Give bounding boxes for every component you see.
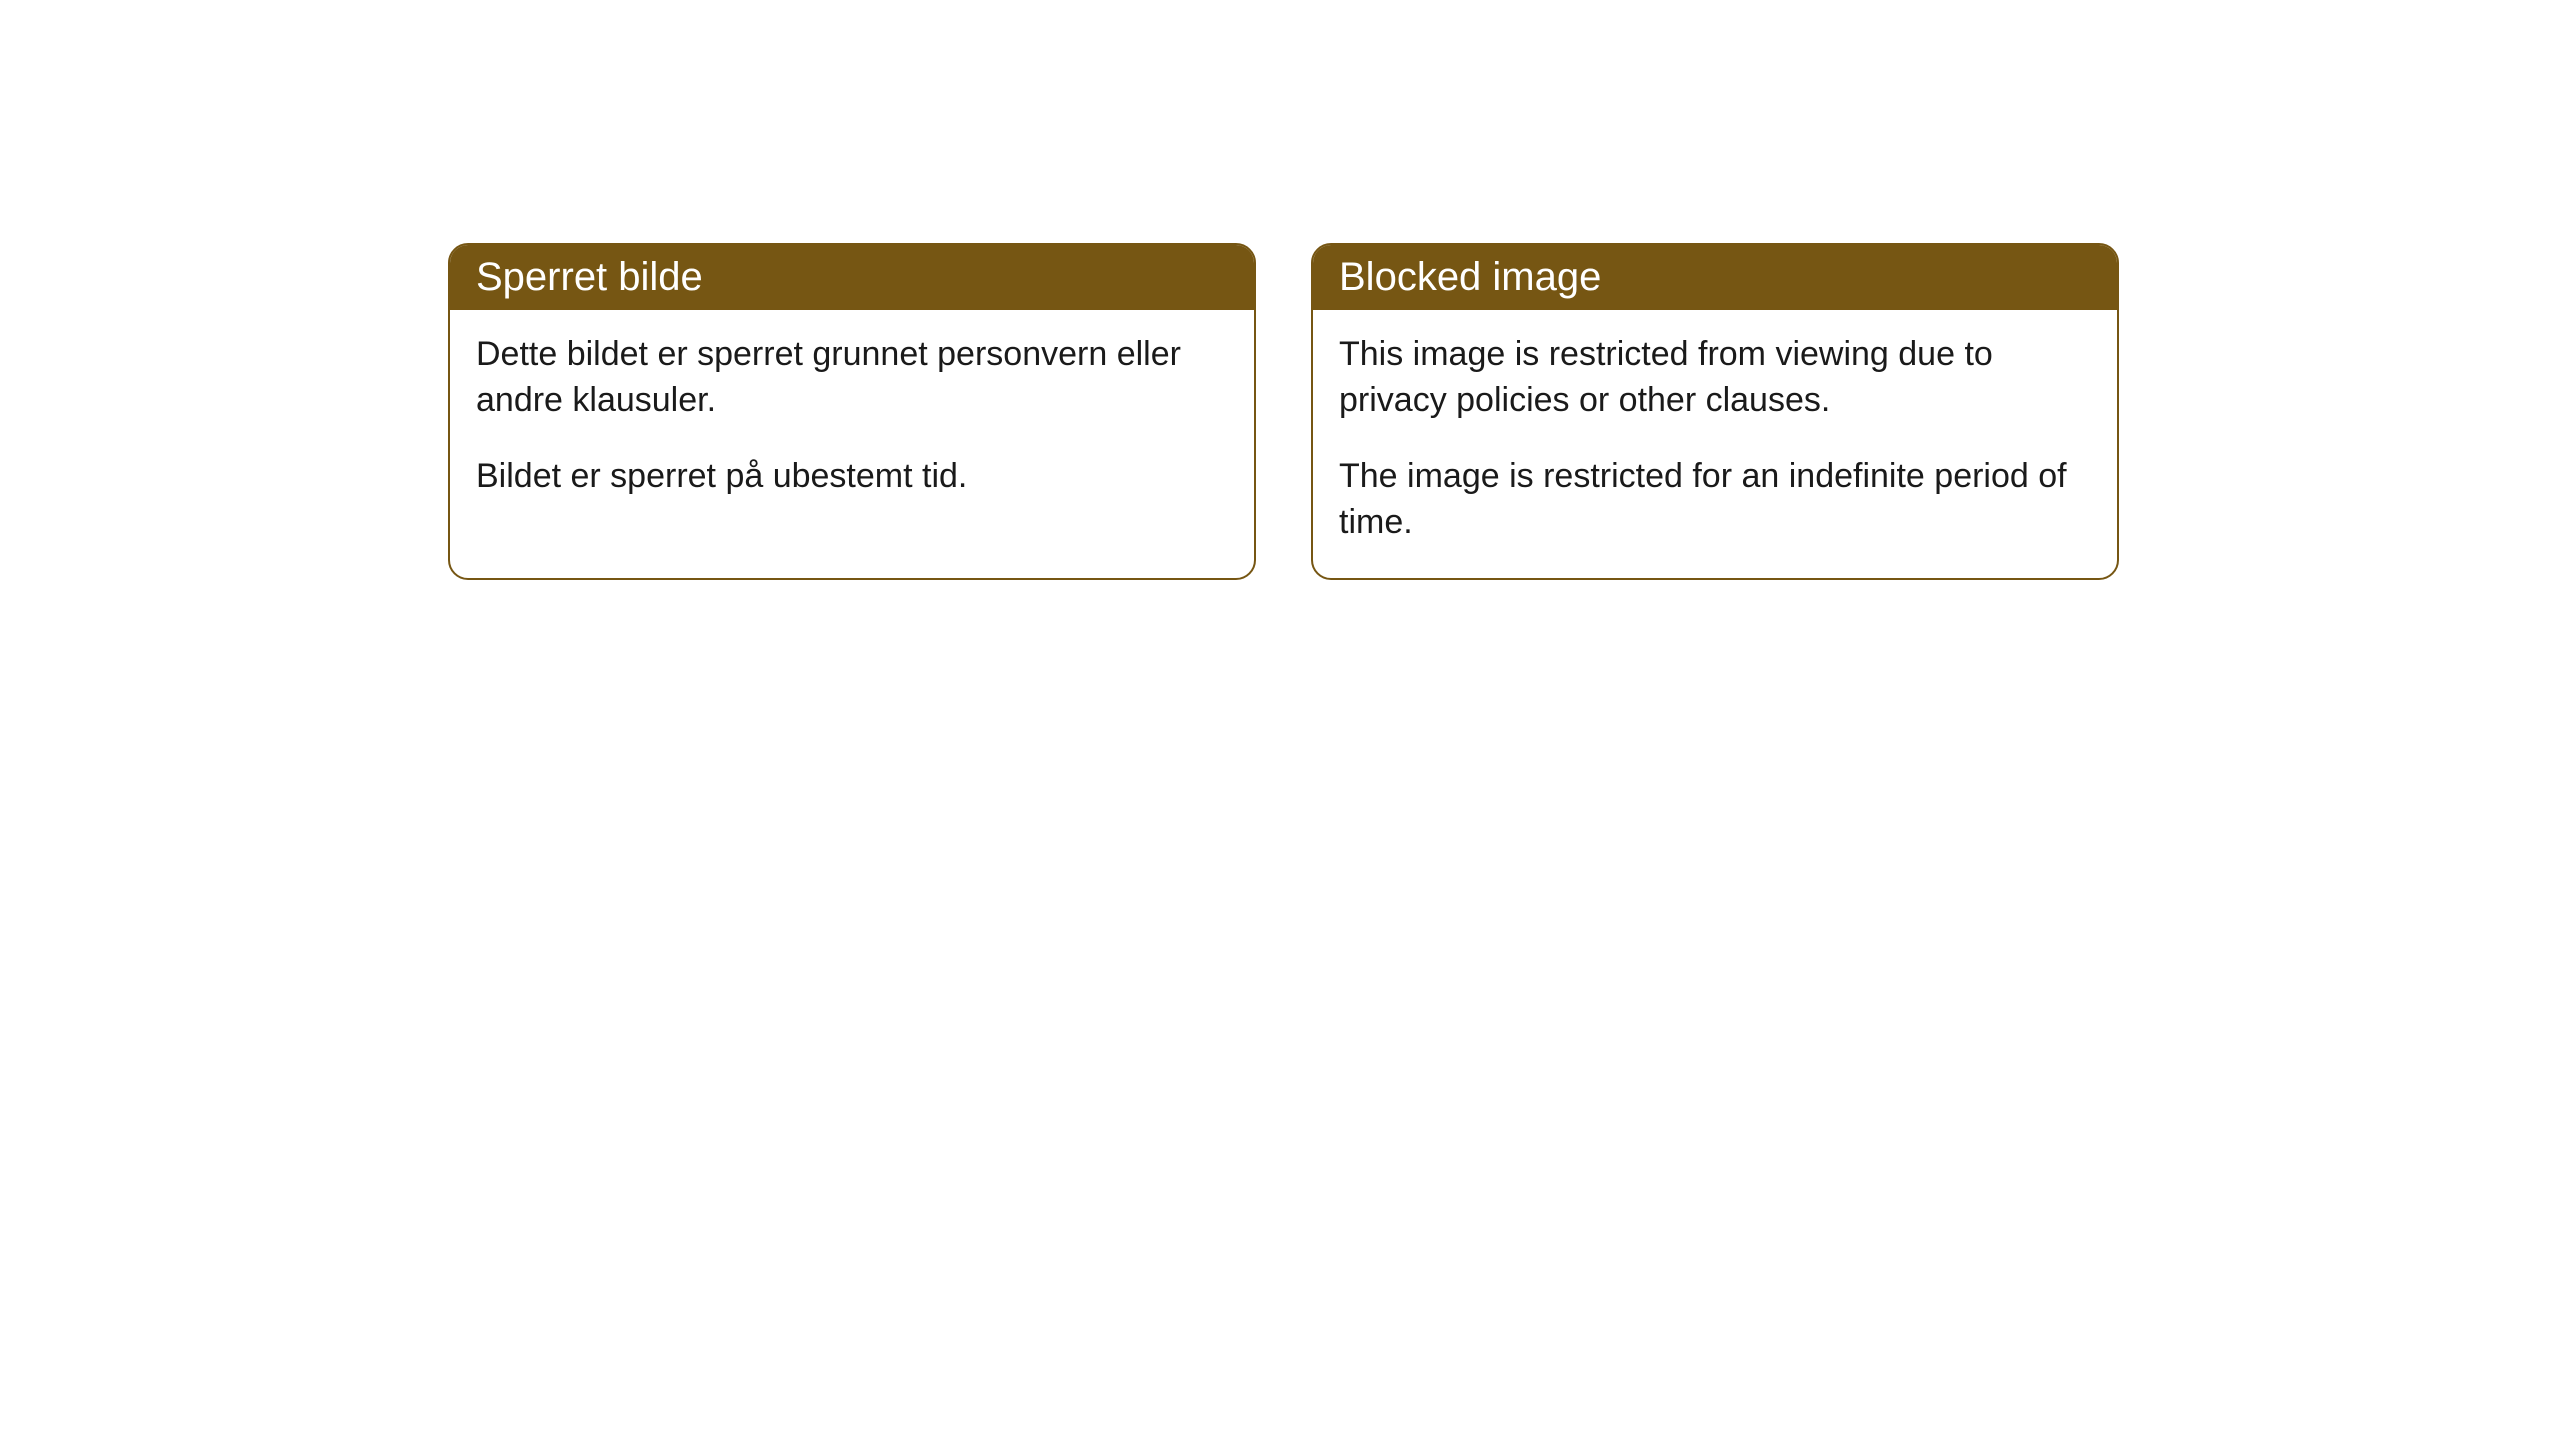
card-title: Sperret bilde — [476, 255, 703, 299]
card-body: Dette bildet er sperret grunnet personve… — [450, 310, 1254, 532]
card-paragraph: Dette bildet er sperret grunnet personve… — [476, 332, 1228, 424]
card-body: This image is restricted from viewing du… — [1313, 310, 2117, 578]
card-header: Sperret bilde — [450, 245, 1254, 310]
card-paragraph: This image is restricted from viewing du… — [1339, 332, 2091, 424]
card-header: Blocked image — [1313, 245, 2117, 310]
card-title: Blocked image — [1339, 255, 1601, 299]
notice-card-english: Blocked image This image is restricted f… — [1311, 243, 2119, 580]
card-paragraph: Bildet er sperret på ubestemt tid. — [476, 454, 1228, 500]
notice-container: Sperret bilde Dette bildet er sperret gr… — [0, 0, 2560, 580]
card-paragraph: The image is restricted for an indefinit… — [1339, 454, 2091, 546]
notice-card-norwegian: Sperret bilde Dette bildet er sperret gr… — [448, 243, 1256, 580]
